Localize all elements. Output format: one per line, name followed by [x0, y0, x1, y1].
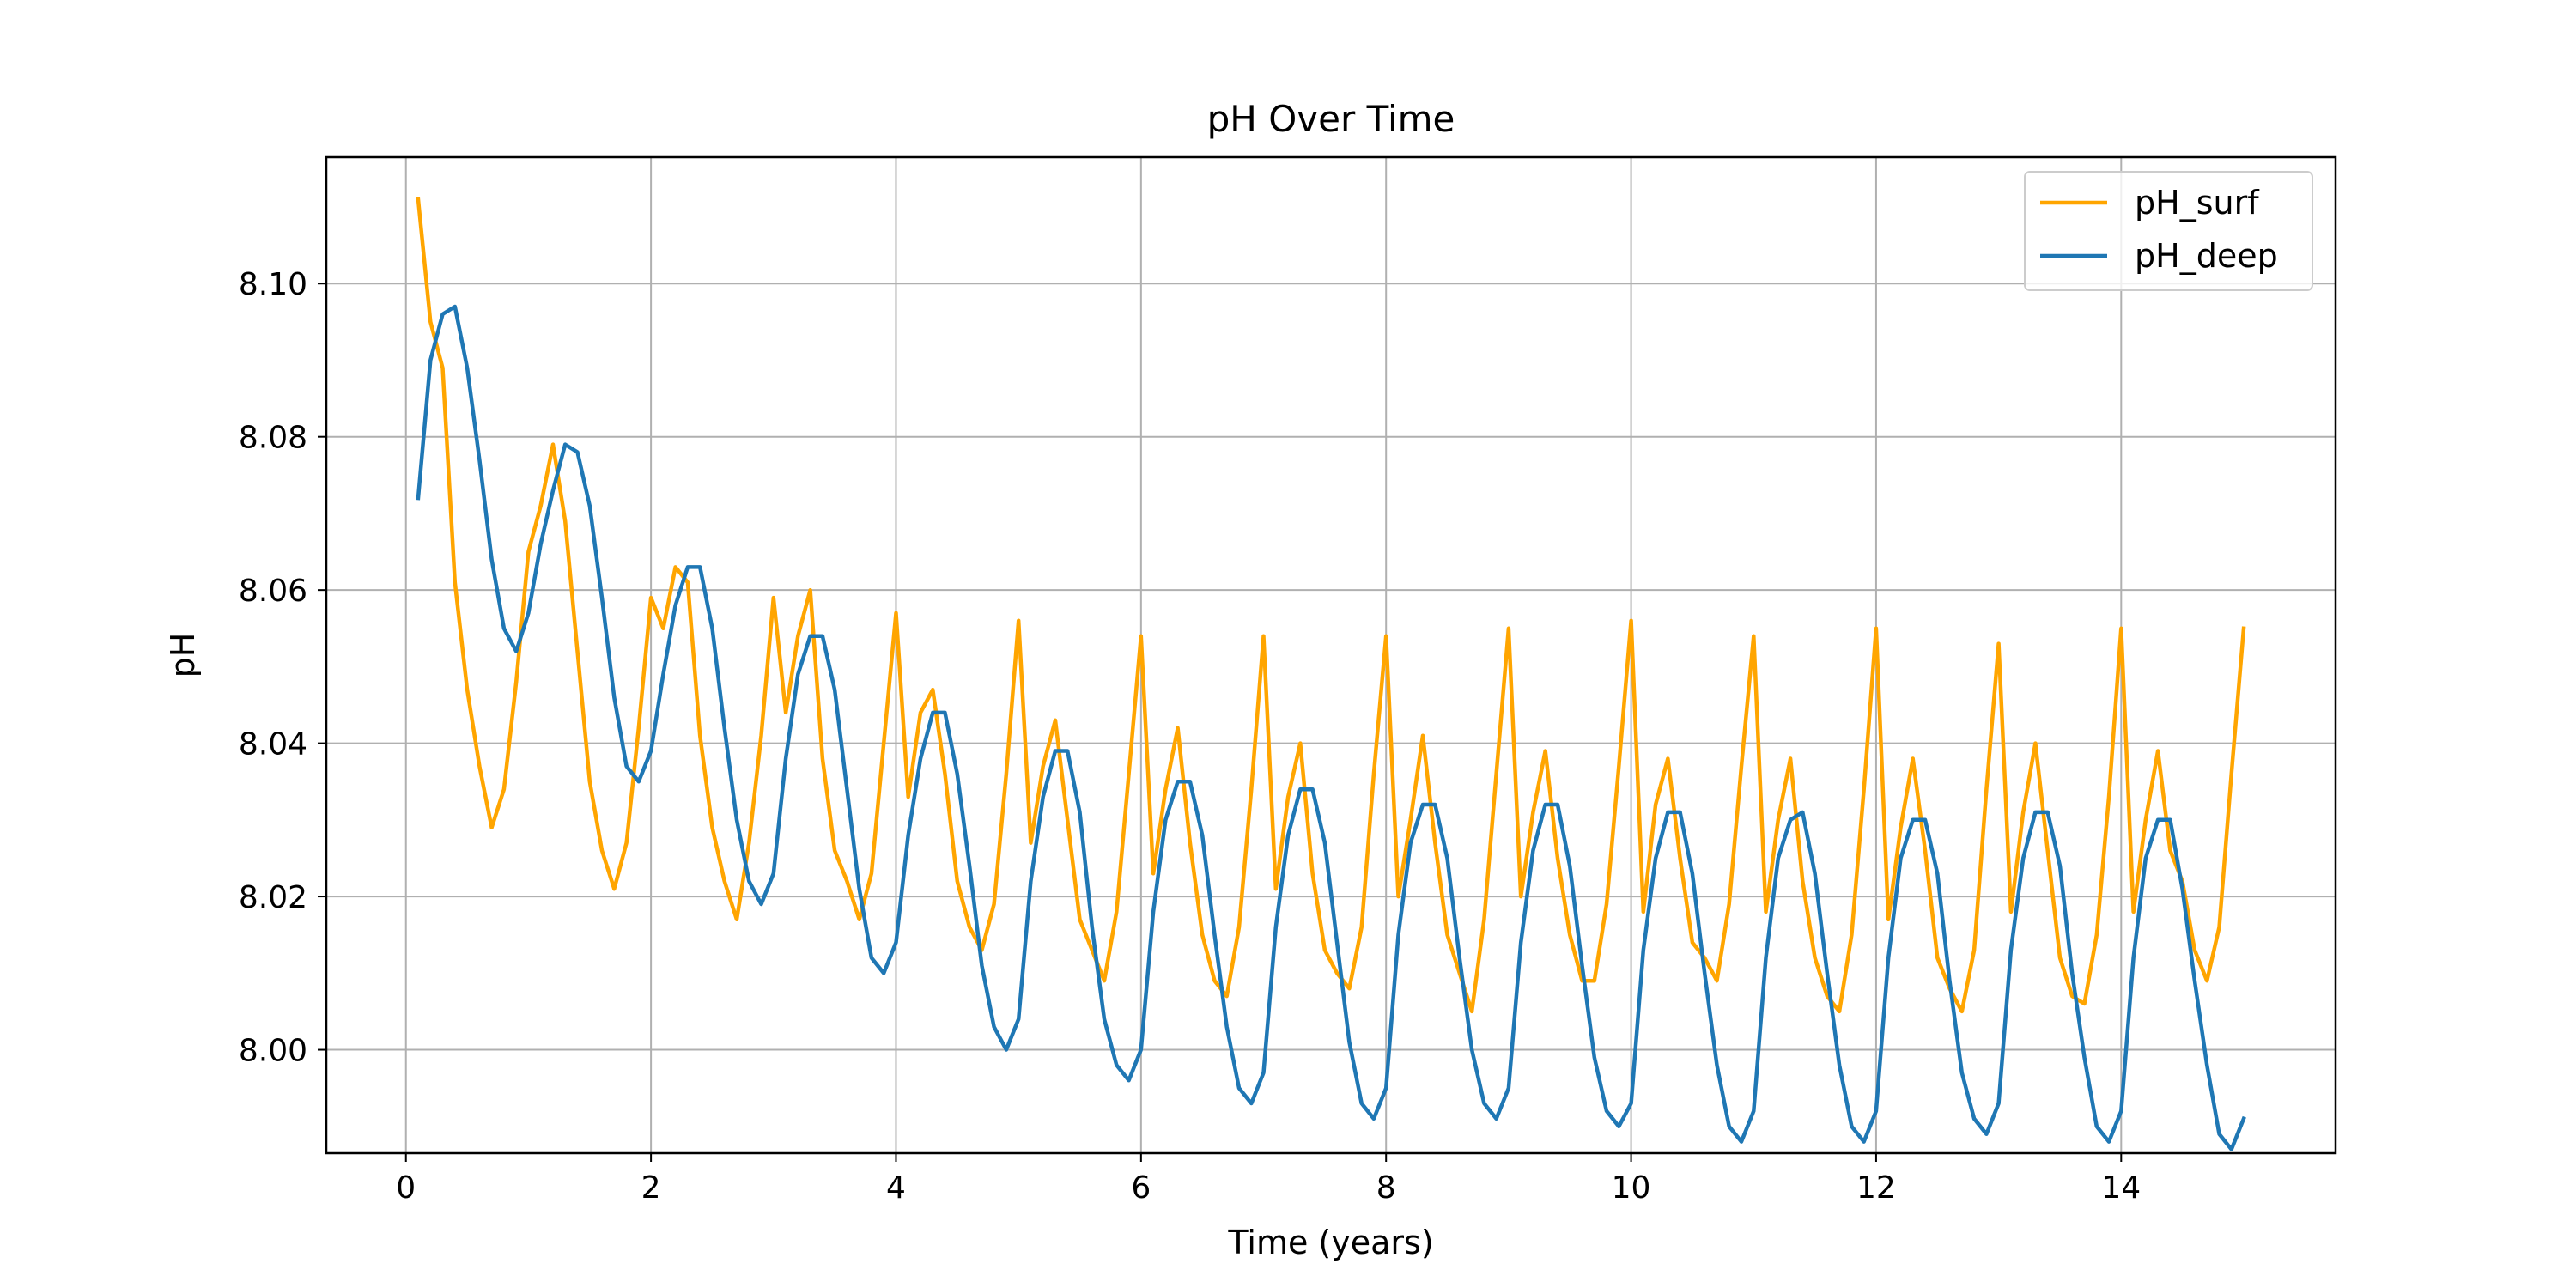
series-line-ph-surf [416, 197, 2246, 1014]
y-tick-label: 8.08 [239, 421, 307, 456]
y-tick-label: 8.06 [239, 574, 307, 609]
y-tick-label: 8.10 [239, 267, 307, 302]
x-tick-label: 6 [1131, 1170, 1151, 1206]
legend: pH_surf pH_deep [2024, 171, 2313, 291]
y-tick-label: 8.02 [239, 880, 307, 915]
legend-item: pH_surf [2040, 184, 2260, 222]
x-tick-label: 14 [2101, 1170, 2141, 1206]
y-axis-label: pH [164, 633, 202, 678]
x-tick-label: 4 [886, 1170, 906, 1206]
plot-frame [325, 155, 2337, 1155]
x-tick-label: 8 [1376, 1170, 1396, 1206]
axis-ticks: 0 2 4 6 8 10 12 14 8.00 8.02 8.04 8.06 8.08 8.10 [239, 267, 2141, 1206]
x-tick-label: 12 [1856, 1170, 1896, 1206]
series-line-ph-deep [416, 304, 2246, 1151]
legend-item: pH_deep [2040, 237, 2278, 275]
legend-label: pH_deep [2135, 237, 2278, 275]
x-tick-label: 10 [1612, 1170, 1651, 1206]
x-tick-label: 0 [396, 1170, 416, 1206]
x-axis-label: Time (years) [1227, 1224, 1433, 1261]
x-tick-label: 2 [641, 1170, 661, 1206]
y-tick-label: 8.04 [239, 727, 307, 762]
chart-title: pH Over Time [1207, 98, 1455, 140]
legend-label: pH_surf [2135, 184, 2260, 222]
y-tick-label: 8.00 [239, 1034, 307, 1069]
series-layer [416, 197, 2246, 1151]
